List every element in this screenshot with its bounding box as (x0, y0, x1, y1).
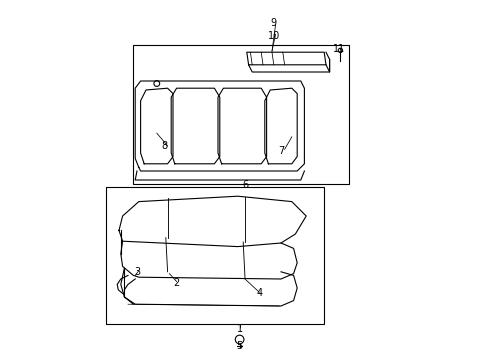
Text: 8: 8 (161, 141, 167, 151)
Bar (106, 187, 324, 324)
Text: 4: 4 (256, 288, 263, 298)
Text: 5: 5 (237, 341, 243, 351)
Text: 1: 1 (237, 324, 243, 334)
Bar (133, 45, 349, 184)
Text: 10: 10 (268, 31, 280, 41)
Text: 7: 7 (278, 146, 284, 156)
Text: 3: 3 (134, 267, 140, 277)
Text: 9: 9 (271, 18, 277, 28)
Text: 2: 2 (173, 278, 180, 288)
Text: 6: 6 (242, 180, 248, 190)
Text: 11: 11 (333, 44, 345, 54)
